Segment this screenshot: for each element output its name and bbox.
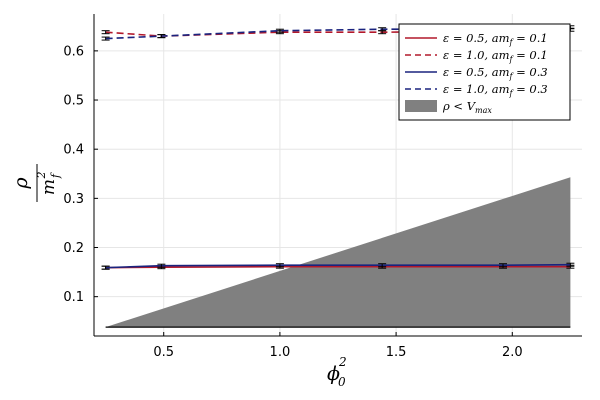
x-tick-label-2: 1.5 [386, 345, 407, 360]
legend-label-2-sub: f [508, 72, 514, 81]
legend-label-2: ε = 0.5, amf = 0.3 [443, 65, 548, 81]
legend: ε = 0.5, amf = 0.1ε = 1.0, amf = 0.1ε = … [398, 23, 571, 121]
y-tick-label-5: 0.6 [63, 44, 84, 59]
y-tick-label-2: 0.3 [63, 192, 84, 207]
legend-label-3: ε = 1.0, amf = 0.3 [443, 82, 548, 98]
y-label-numerator: ρ [10, 177, 32, 190]
series-line-2 [105, 263, 571, 269]
legend-label-0-sub: f [508, 38, 514, 47]
y-tick-label-0: 0.1 [63, 290, 84, 305]
legend-label-1-sub: f [508, 55, 514, 64]
series-line-0 [105, 265, 571, 269]
axes [93, 14, 582, 337]
legend-label-0: ε = 0.5, amf = 0.1 [443, 31, 548, 47]
y-label-denominator-sub: f [49, 172, 62, 179]
x-label-base: ϕ [327, 363, 340, 385]
y-label-denominator: m [39, 179, 59, 195]
legend-label-3-main: ε = 1.0, am [443, 82, 510, 96]
y-label-denominator-sup: 2 [35, 172, 48, 180]
y-tick-label-4: 0.5 [63, 94, 84, 109]
legend-label-1: ε = 1.0, amf = 0.1 [443, 48, 548, 64]
y-axis-label: ρ m f 2 [10, 164, 62, 202]
x-axis-label: ϕ 0 2 [327, 355, 347, 389]
legend-label-4-main: ρ < V [442, 99, 477, 113]
legend-swatch-4 [405, 100, 437, 112]
band-area [105, 177, 571, 328]
legend-label-2-main: ε = 0.5, am [443, 65, 510, 79]
legend-label-0-main: ε = 0.5, am [443, 31, 510, 45]
x-tick-label-3: 2.0 [502, 345, 523, 360]
legend-label-3-sub: f [508, 89, 514, 98]
band-layer [105, 177, 571, 328]
tick-labels: 0.5 1.0 1.5 2.0 0.1 0.2 0.3 0.4 0.5 0.6 [63, 44, 522, 360]
legend-label-0-suffix: = 0.1 [512, 31, 547, 45]
legend-label-1-suffix: = 0.1 [512, 48, 547, 62]
legend-label-4: ρ < Vmax [442, 99, 492, 115]
legend-label-1-main: ε = 1.0, am [443, 48, 510, 62]
legend-label-3-suffix: = 0.3 [512, 82, 547, 96]
legend-label-2-suffix: = 0.3 [512, 65, 547, 79]
y-tick-label-3: 0.4 [63, 143, 84, 158]
x-label-sup: 2 [338, 355, 347, 369]
legend-label-4-sub: max [475, 106, 492, 115]
x-tick-label-0: 0.5 [153, 345, 174, 360]
x-label-sub: 0 [338, 375, 346, 389]
x-tick-label-1: 1.0 [270, 345, 291, 360]
y-tick-label-1: 0.2 [63, 241, 84, 256]
